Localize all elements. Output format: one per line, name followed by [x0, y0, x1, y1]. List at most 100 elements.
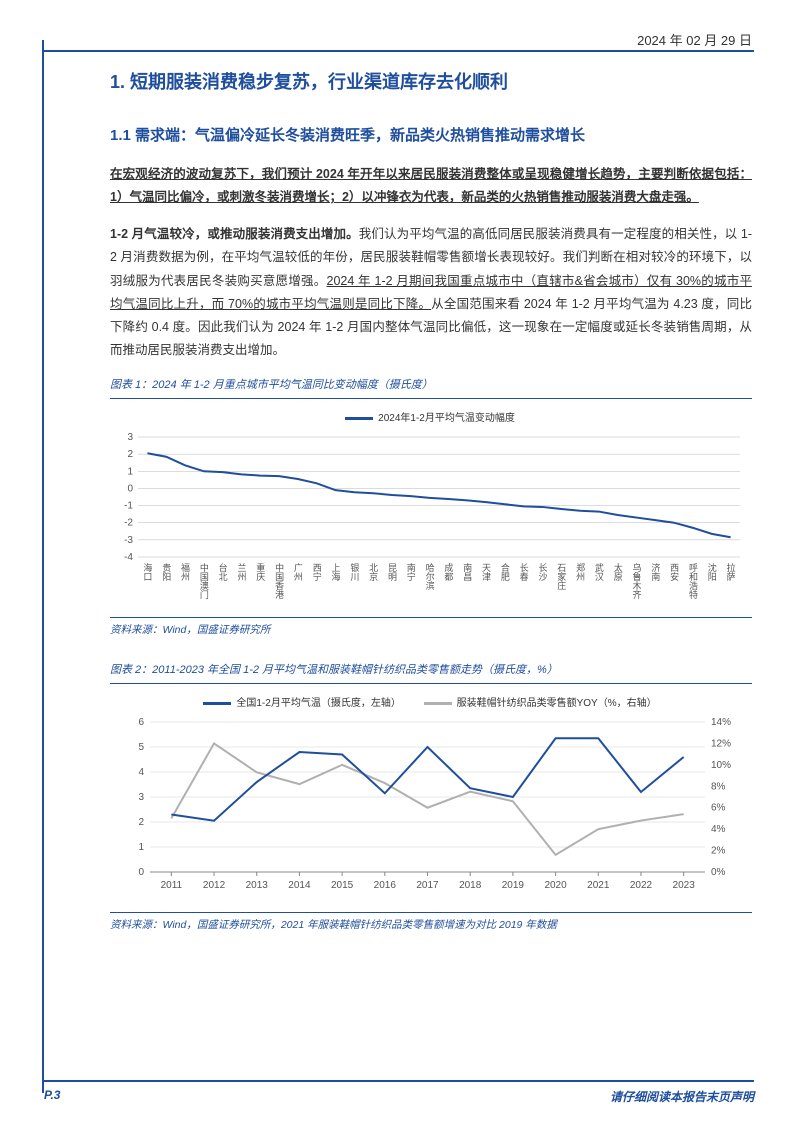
source-2-line [110, 912, 752, 913]
svg-text:中国澳门: 中国澳门 [199, 562, 209, 600]
svg-text:2020: 2020 [544, 880, 567, 891]
svg-text:2018: 2018 [459, 880, 482, 891]
source-2: 资料来源：Wind，国盛证券研究所，2021 年服装鞋帽针纺织品类零售额增速为对… [110, 917, 752, 932]
svg-text:济南: 济南 [650, 562, 660, 581]
svg-text:2014: 2014 [288, 880, 311, 891]
svg-text:2016: 2016 [374, 880, 397, 891]
svg-text:成都: 成都 [443, 562, 453, 582]
section-1-1-label: 需求端： [135, 127, 195, 144]
chart-2-legend-item-1: 全国1-2月平均气温（摄氏度，左轴） [203, 694, 400, 709]
chart-1-svg: -4-3-2-10123海口贵阳福州中国澳门台北兰州重庆中国香港广州西宁上海银川… [110, 432, 750, 602]
svg-text:拉萨: 拉萨 [726, 562, 736, 582]
chart-1-title: 图表 1：2024 年 1-2 月重点城市平均气温同比变动幅度（摄氏度） [110, 376, 752, 392]
chart-2-title-line [110, 683, 752, 684]
footer-page: P.3 [44, 1088, 60, 1105]
svg-text:1: 1 [138, 842, 144, 853]
svg-text:中国香港: 中国香港 [274, 562, 284, 599]
svg-text:3: 3 [138, 792, 144, 803]
svg-text:4: 4 [138, 767, 144, 778]
svg-text:海口: 海口 [142, 562, 152, 581]
footer: P.3 请仔细阅读本报告末页声明 [44, 1080, 754, 1105]
svg-text:南宁: 南宁 [406, 562, 416, 581]
svg-text:6: 6 [138, 717, 144, 728]
section-1-1-heading: 1.1 需求端：气温偏冷延长冬装消费旺季，新品类火热销售推动需求增长 [110, 124, 752, 145]
svg-text:太原: 太原 [613, 562, 623, 581]
svg-text:1: 1 [127, 466, 133, 477]
svg-text:长沙: 长沙 [537, 562, 547, 581]
section-1-heading: 1. 短期服装消费稳步复苏，行业渠道库存去化顺利 [110, 68, 752, 94]
paragraph-1-text: 在宏观经济的波动复苏下，我们预计 2024 年开年以来居民服装消费整体或呈现稳健… [110, 167, 752, 204]
svg-text:沈阳: 沈阳 [707, 562, 717, 581]
svg-text:昆明: 昆明 [387, 563, 397, 582]
svg-text:0%: 0% [711, 867, 726, 878]
svg-text:长春: 长春 [519, 562, 529, 582]
svg-text:8%: 8% [711, 781, 726, 792]
svg-text:-1: -1 [124, 501, 133, 512]
svg-text:北京: 北京 [368, 563, 378, 582]
chart-1-legend-label: 2024年1-2月平均气温变动幅度 [378, 413, 515, 424]
source-1: 资料来源：Wind，国盛证券研究所 [110, 622, 752, 637]
svg-text:10%: 10% [711, 760, 731, 771]
svg-text:合肥: 合肥 [500, 562, 510, 582]
chart-2-legend-label-2: 服装鞋帽针纺织品类零售额YOY（%，右轴） [457, 698, 657, 709]
svg-text:12%: 12% [711, 738, 731, 749]
chart-2-title: 图表 2：2011-2023 年全国 1-2 月平均气温和服装鞋帽针纺织品类零售… [110, 661, 752, 677]
paragraph-1: 在宏观经济的波动复苏下，我们预计 2024 年开年以来居民服装消费整体或呈现稳健… [110, 163, 752, 209]
svg-text:2015: 2015 [331, 880, 354, 891]
svg-text:天津: 天津 [481, 563, 491, 582]
svg-text:2%: 2% [711, 846, 726, 857]
svg-text:广州: 广州 [293, 562, 303, 581]
svg-text:4%: 4% [711, 824, 726, 835]
svg-text:兰州: 兰州 [236, 562, 246, 581]
svg-text:5: 5 [138, 742, 144, 753]
chart-2-legend: 全国1-2月平均气温（摄氏度，左轴） 服装鞋帽针纺织品类零售额YOY（%，右轴） [110, 694, 750, 709]
svg-text:2017: 2017 [416, 880, 439, 891]
paragraph-2-lead: 1-2 月气温较冷，或推动服装消费支出增加。 [110, 227, 359, 241]
svg-text:2019: 2019 [502, 880, 525, 891]
svg-text:乌鲁木齐: 乌鲁木齐 [632, 562, 642, 600]
svg-text:2: 2 [138, 817, 144, 828]
svg-text:2: 2 [127, 449, 133, 460]
svg-text:-3: -3 [124, 535, 133, 546]
svg-text:武汉: 武汉 [594, 562, 604, 582]
svg-text:台北: 台北 [218, 562, 228, 582]
header-divider [44, 50, 754, 52]
svg-text:重庆: 重庆 [255, 562, 265, 582]
page-left-border [42, 40, 44, 1093]
svg-text:哈尔滨: 哈尔滨 [425, 562, 435, 591]
footer-disclaimer: 请仔细阅读本报告末页声明 [610, 1088, 754, 1105]
section-1-title: 短期服装消费稳步复苏，行业渠道库存去化顺利 [130, 72, 508, 92]
svg-text:郑州: 郑州 [575, 562, 585, 581]
header-date: 2024 年 02 月 29 日 [637, 30, 752, 49]
section-1-number: 1. [110, 72, 125, 92]
chart-2-legend-line-1 [203, 702, 231, 705]
section-1-1-number: 1.1 [110, 127, 131, 144]
chart-1-title-line [110, 398, 752, 399]
svg-text:0: 0 [127, 483, 133, 494]
svg-text:呼和浩特: 呼和浩特 [688, 563, 698, 599]
svg-text:0: 0 [138, 867, 144, 878]
svg-text:2013: 2013 [246, 880, 269, 891]
chart-1-legend: 2024年1-2月平均气温变动幅度 [110, 409, 750, 424]
chart-2-svg: 0 1 2 3 4 5 6 0% 2% 4% 6% 8% 10% 12% 14% 2011 2012 2013 20… [110, 717, 750, 897]
chart-1: 2024年1-2月平均气温变动幅度 -4-3-2-10123海口贵阳福州中国澳门… [110, 409, 750, 609]
svg-text:6%: 6% [711, 803, 726, 814]
svg-text:-4: -4 [124, 552, 133, 563]
chart-2-legend-label-1: 全国1-2月平均气温（摄氏度，左轴） [236, 698, 400, 709]
svg-text:西安: 西安 [669, 563, 679, 582]
svg-text:2011: 2011 [161, 880, 183, 891]
chart-2-legend-line-2 [424, 702, 452, 705]
svg-text:2021: 2021 [587, 880, 610, 891]
main-content: 1. 短期服装消费稳步复苏，行业渠道库存去化顺利 1.1 需求端：气温偏冷延长冬… [110, 68, 752, 932]
svg-text:西宁: 西宁 [312, 563, 322, 581]
source-1-line [110, 617, 752, 618]
chart-1-legend-item: 2024年1-2月平均气温变动幅度 [345, 409, 515, 424]
chart-2-legend-item-2: 服装鞋帽针纺织品类零售额YOY（%，右轴） [424, 694, 657, 709]
chart-2: 全国1-2月平均气温（摄氏度，左轴） 服装鞋帽针纺织品类零售额YOY（%，右轴）… [110, 694, 750, 904]
svg-text:3: 3 [127, 432, 133, 443]
chart-1-legend-line [345, 417, 373, 420]
svg-text:14%: 14% [711, 717, 731, 728]
paragraph-2: 1-2 月气温较冷，或推动服装消费支出增加。我们认为平均气温的高低同居民服装消费… [110, 223, 752, 362]
svg-text:2023: 2023 [673, 880, 696, 891]
svg-text:2012: 2012 [203, 880, 226, 891]
